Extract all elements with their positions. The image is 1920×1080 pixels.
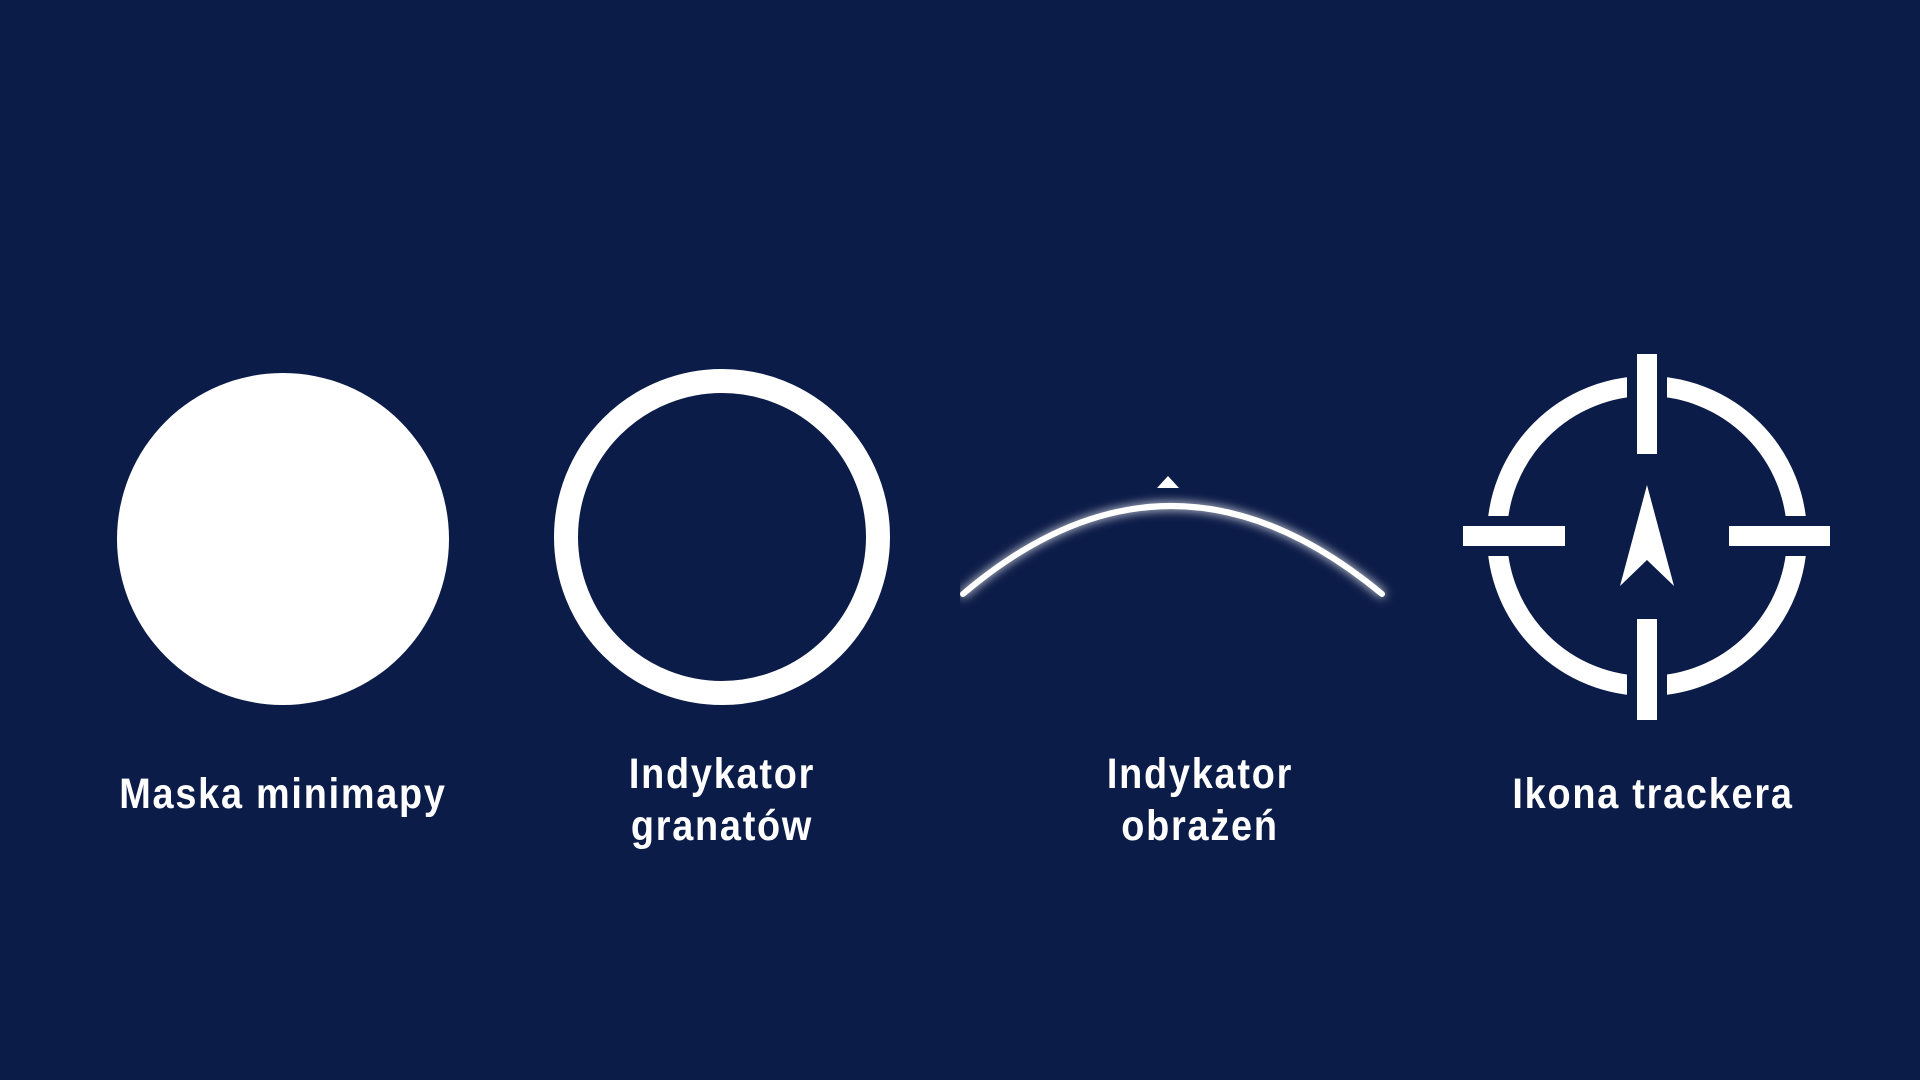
asset-minimap-mask: Maska minimapy	[0, 0, 480, 1080]
asset-label-line: obrażeń	[1121, 802, 1279, 850]
asset-grenade-indicator: Indykator granatów	[480, 0, 960, 1080]
asset-label-line: Indykator	[1106, 750, 1294, 798]
asset-label-line: Ikona trackera	[1512, 770, 1794, 818]
asset-label: Ikona trackera	[1442, 768, 1864, 820]
asset-label-line: Indykator	[628, 750, 816, 798]
asset-label: Indykator obrażeń	[989, 748, 1411, 852]
crosshair-arrow-icon	[1463, 354, 1830, 720]
filled-circle-icon	[117, 373, 449, 705]
ring-icon	[554, 369, 890, 705]
asset-label-line: Maska minimapy	[119, 770, 447, 818]
asset-damage-indicator: Indykator obrażeń	[960, 0, 1440, 1080]
asset-label-line: granatów	[630, 802, 814, 850]
asset-tracker-icon: Ikona trackera	[1440, 0, 1920, 1080]
asset-label: Indykator granatów	[511, 748, 933, 852]
asset-label: Maska minimapy	[72, 768, 494, 820]
glowing-arc-icon	[960, 476, 1385, 597]
